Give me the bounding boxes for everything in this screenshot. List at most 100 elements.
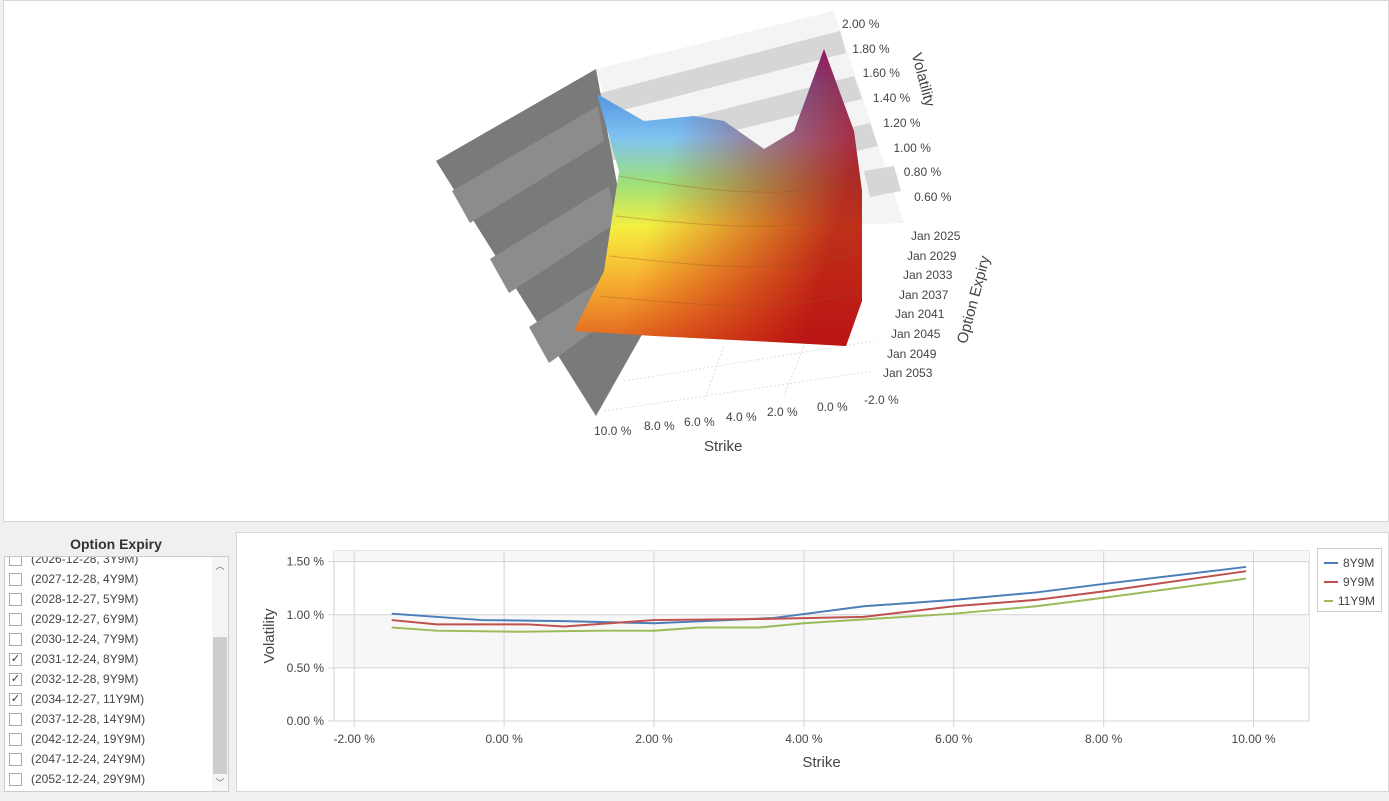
checkbox[interactable] [9,772,22,786]
x-tick-label: 6.00 % [935,732,973,746]
legend-item: 9Y9M [1324,572,1375,591]
expiry-list-item[interactable]: ✓ (2032-12-28, 9Y9M) [5,669,228,689]
checkbox[interactable] [9,732,22,746]
expiry-label: (2052-12-24, 29Y9M) [31,772,146,786]
legend-label: 11Y9M [1337,593,1375,608]
expiry-label: (2028-12-27, 5Y9M) [31,592,139,606]
strike-tick-label: 4.0 % [726,410,757,424]
expiry-label: (2026-12-28, 3Y9M) [31,556,139,566]
y-tick-label: 1.00 % [287,608,325,622]
surface-chart-panel[interactable]: Volatility Option Expiry Strike 2.00 % 1.… [3,0,1389,522]
scroll-down-icon[interactable]: ﹀ [215,778,225,788]
strike-tick-label: 6.0 % [684,415,715,429]
panel-title: Option Expiry [70,536,162,552]
expiry-list-item[interactable]: (2047-12-24, 24Y9M) [5,749,228,769]
chart-legend: 8Y9M 9Y9M 11Y9M [1317,548,1382,612]
legend-swatch [1324,561,1338,564]
series-line-9Y9M [391,570,1247,628]
expiry-list-item[interactable]: (2027-12-28, 4Y9M) [5,569,228,589]
volatility-tick-label: 0.60 % [914,189,952,204]
checkbox[interactable]: ✓ [9,652,22,666]
strike-tick-label: 10.0 % [594,424,632,438]
checkbox[interactable]: ✓ [9,692,22,706]
option-expiry-panel: Option Expiry (2026-12-28, 3Y9M) (2027-12… [0,530,232,795]
legend-item: 8Y9M [1324,553,1375,572]
volatility-tick-label: 0.80 % [903,165,942,180]
floor-grid [603,340,875,412]
checkbox[interactable] [9,752,22,766]
x-tick-label: -2.00 % [334,732,376,746]
checkbox[interactable] [9,632,22,646]
checkbox[interactable] [9,557,22,566]
expiry-label: (2034-12-27, 11Y9M) [31,692,145,706]
expiry-label: (2030-12-24, 7Y9M) [31,632,139,646]
strike-tick-label: -2.0 % [864,393,899,407]
checkbox[interactable]: ✓ [9,672,22,686]
expiry-list-item[interactable]: ✓ (2031-12-24, 8Y9M) [5,649,228,669]
x-tick-label: 0.00 % [485,732,523,746]
volatility-tick-label: 1.80 % [852,41,890,56]
strike-axis-title: Strike [704,438,743,455]
expiry-tick-label: Jan 2053 [883,366,933,381]
legend-swatch [1324,580,1338,583]
legend-label: 8Y9M [1343,555,1375,570]
expiry-tick-label: Jan 2041 [895,307,945,322]
checkbox[interactable] [9,612,22,626]
expiry-tick-label: Jan 2037 [899,287,949,302]
scrollbar[interactable]: ︿ ﹀ [212,557,228,791]
y-tick-label: 1.50 % [287,555,325,569]
expiry-list[interactable]: (2026-12-28, 3Y9M) (2027-12-28, 4Y9M) (202… [4,556,229,792]
y-tick-label: 0.00 % [287,714,325,728]
expiry-list-item[interactable]: (2029-12-27, 6Y9M) [5,609,228,629]
expiry-list-item[interactable]: (2028-12-27, 5Y9M) [5,589,228,609]
expiry-label: (2031-12-24, 8Y9M) [31,652,139,666]
volatility-tick-label: 1.40 % [872,91,911,106]
expiry-label: (2047-12-24, 24Y9M) [31,752,146,766]
line-chart-panel: 0.00 % 0.50 % 1.00 % 1.50 % -2.00 % 0.00 % 2.0… [236,532,1389,792]
volatility-tick-label: 2.00 % [842,17,880,31]
checkbox[interactable] [9,572,22,586]
expiry-list-item[interactable]: (2037-12-28, 14Y9M) [5,709,228,729]
legend-item: 11Y9M [1324,591,1375,610]
checkbox[interactable] [9,592,22,606]
plot-band [334,551,1309,562]
expiry-label: (2029-12-27, 6Y9M) [31,612,139,626]
expiry-tick-label: Jan 2045 [891,327,941,341]
strike-tick-label: 0.0 % [817,400,848,414]
y-tick-label: 0.50 % [287,661,325,675]
x-tick-label: 2.00 % [635,732,673,746]
expiry-list-item[interactable]: (2052-12-24, 29Y9M) [5,769,228,789]
expiry-label: (2037-12-28, 14Y9M) [31,712,146,726]
expiry-list-item[interactable]: ✓ (2034-12-27, 11Y9M) [5,689,228,709]
expiry-list-item[interactable]: (2026-12-28, 3Y9M) [5,556,228,569]
surface-shading [574,49,862,346]
expiry-list-item[interactable]: (2042-12-24, 19Y9M) [5,729,228,749]
x-axis-title: Strike [802,754,840,771]
expiry-label: (2027-12-28, 4Y9M) [31,572,139,586]
scroll-up-icon[interactable]: ︿ [215,561,225,571]
surface-ridges [598,175,862,307]
strike-tick-label: 2.0 % [767,405,798,419]
strike-tick-label: 8.0 % [644,419,675,433]
expiry-label: (2032-12-28, 9Y9M) [31,672,139,686]
x-tick-label: 10.00 % [1232,732,1276,746]
expiry-tick-label: Jan 2049 [887,346,937,361]
series-line-11Y9M [391,577,1247,633]
expiry-tick-label: Jan 2033 [903,268,953,283]
checkbox[interactable] [9,712,22,726]
y-axis-title: Volatility [261,608,278,664]
expiry-label: (2042-12-24, 19Y9M) [31,732,146,746]
legend-swatch [1324,599,1333,602]
x-tick-label: 8.00 % [1085,732,1123,746]
volatility-tick-label: 1.20 % [883,115,921,130]
scrollbar-thumb[interactable] [213,637,227,774]
expiry-tick-label: Jan 2025 [911,229,961,243]
smile-line-chart: 0.00 % 0.50 % 1.00 % 1.50 % -2.00 % 0.00 % 2.0… [261,550,1310,771]
legend-label: 9Y9M [1343,574,1375,589]
expiry-list-item[interactable]: (2030-12-24, 7Y9M) [5,629,228,649]
volatility-tick-label: 1.00 % [893,140,931,155]
x-tick-label: 4.00 % [785,732,823,746]
volatility-tick-label: 1.60 % [862,66,900,81]
surface-3d-plot[interactable] [4,1,1389,523]
expiry-tick-label: Jan 2029 [907,248,957,263]
